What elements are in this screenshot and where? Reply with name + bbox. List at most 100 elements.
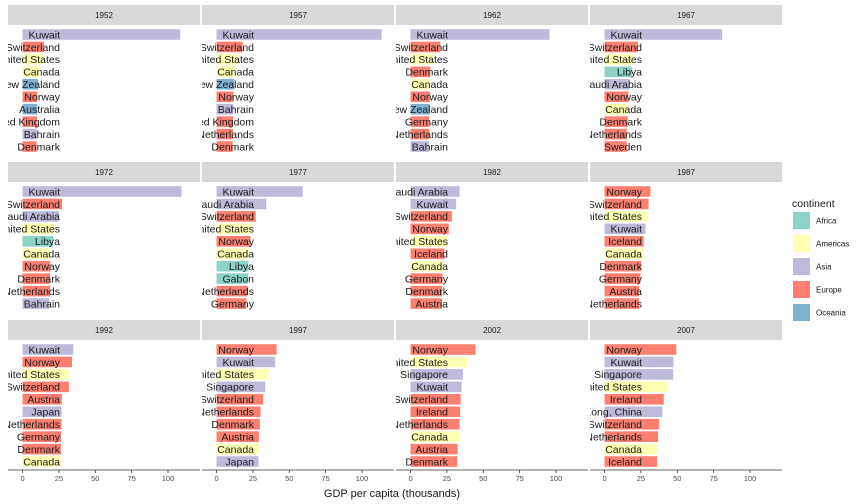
category-label: Iceland	[608, 236, 642, 248]
category-label: Switzerland	[6, 382, 60, 394]
bar	[22, 418, 62, 430]
facet-strip-label: 1977	[289, 168, 307, 177]
bar	[604, 344, 677, 355]
category-label: Singapore	[206, 382, 254, 394]
bar	[22, 54, 43, 65]
bar	[604, 298, 639, 309]
legend-item-africa: Africa	[793, 212, 837, 229]
category-label: Norway	[412, 92, 448, 104]
category-label: Austria	[27, 394, 60, 406]
category-label: Saudi Arabia	[194, 199, 254, 211]
category-label: Bahrain	[412, 141, 448, 153]
bar	[216, 456, 259, 467]
category-label: Switzerland	[394, 394, 448, 406]
category-label: Germany	[405, 116, 449, 128]
facet-strip	[396, 5, 588, 25]
x-tick-label: 75	[709, 474, 717, 483]
bar	[604, 273, 641, 284]
bar	[410, 211, 452, 222]
bar	[22, 236, 54, 247]
category-label: Switzerland	[200, 42, 254, 54]
category-label: Canada	[605, 249, 642, 261]
category-label: Canada	[217, 249, 254, 261]
x-tick-label: 75	[515, 474, 523, 483]
category-label: Hong Kong, China	[556, 407, 642, 419]
category-label: Norway	[24, 357, 60, 369]
x-tick-label: 50	[91, 474, 99, 483]
legend: continent Africa Americas Asia Europe Oceani…	[792, 198, 849, 321]
legend-label: Americas	[816, 240, 849, 249]
category-label: Bahrain	[24, 129, 60, 141]
bar	[604, 186, 651, 197]
category-label: Norway	[606, 344, 642, 356]
category-label: United States	[385, 357, 448, 369]
category-label: Norway	[606, 92, 642, 104]
bar	[604, 431, 659, 442]
category-label: Germany	[405, 273, 449, 285]
category-label: Kuwait	[222, 357, 254, 369]
category-label: Norway	[218, 236, 254, 248]
category-label: Switzerland	[200, 394, 254, 406]
bar	[410, 381, 462, 393]
legend-label: Asia	[816, 263, 832, 272]
bar	[604, 418, 660, 430]
category-label: Germany	[599, 273, 643, 285]
category-label: Switzerland	[200, 211, 254, 223]
bar	[604, 236, 644, 247]
bar	[22, 443, 61, 455]
category-label: Germany	[211, 298, 255, 310]
bar	[216, 223, 252, 235]
bar	[216, 116, 233, 127]
bar	[604, 394, 664, 405]
x-tick-label: 25	[637, 474, 645, 483]
category-label: Canada	[23, 456, 60, 468]
category-label: Kuwait	[610, 29, 642, 41]
facet-strip	[202, 320, 394, 340]
x-tick-label: 75	[321, 474, 329, 483]
bar	[604, 381, 668, 393]
legend-items: Africa Americas Asia Europe Oceania	[793, 212, 849, 321]
category-label: Netherlands	[197, 407, 254, 419]
category-label: Saudi Arabia	[388, 186, 448, 198]
bar	[216, 248, 249, 260]
bar	[216, 443, 259, 455]
category-label: Canada	[23, 67, 60, 79]
bar	[216, 128, 233, 140]
bar	[22, 198, 63, 210]
bar	[410, 298, 442, 309]
facet-strip-label: 1952	[95, 11, 113, 20]
category-label: Kuwait	[222, 29, 254, 41]
bar	[604, 211, 649, 222]
legend-item-americas: Americas	[793, 235, 849, 252]
bar	[410, 54, 435, 65]
bar	[604, 260, 642, 272]
bar	[22, 116, 38, 127]
bar	[22, 223, 55, 235]
category-label: Austria	[415, 444, 448, 456]
x-tick-label: 50	[479, 474, 487, 483]
facet-strip-label: 1972	[95, 168, 113, 177]
category-label: Singapore	[594, 369, 642, 381]
category-label: United Kingdom	[0, 116, 60, 128]
category-label: United States	[0, 54, 60, 66]
category-label: Kuwait	[610, 357, 642, 369]
category-label: Denmark	[599, 116, 642, 128]
category-label: New Zealand	[192, 79, 254, 91]
category-label: Kuwait	[416, 29, 448, 41]
bar	[22, 128, 37, 140]
x-tick-label: 25	[249, 474, 257, 483]
category-label: United States	[579, 211, 642, 223]
panel-1982: 1982 Saudi ArabiaKuwaitSwitzerlandNorwayU…	[388, 162, 588, 310]
bar	[410, 186, 460, 197]
bar	[216, 54, 239, 65]
bar	[410, 260, 444, 272]
bar	[22, 381, 69, 393]
bar	[410, 236, 447, 247]
bar	[410, 406, 461, 418]
bar	[604, 141, 627, 152]
bar	[410, 248, 445, 260]
facet-strip	[8, 5, 200, 25]
